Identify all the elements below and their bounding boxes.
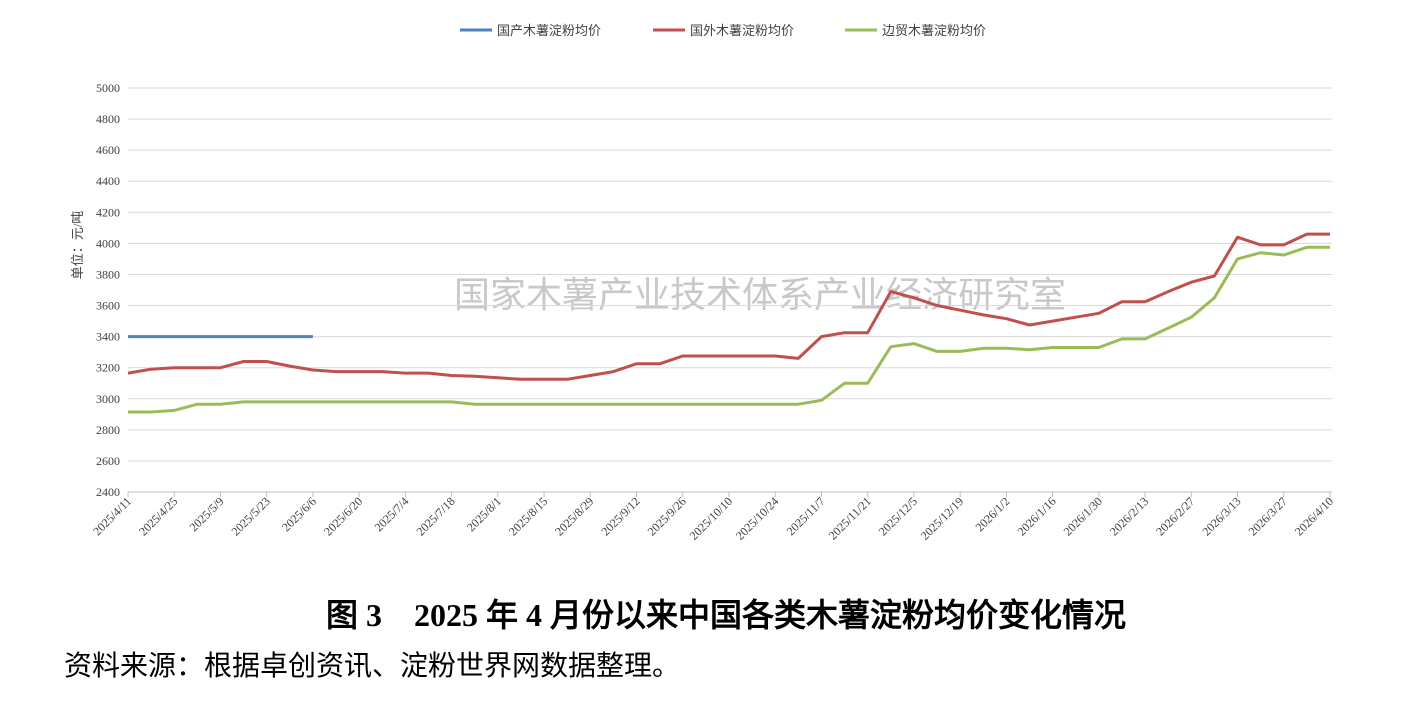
x-tick-label: 2026/2/13 — [1107, 494, 1151, 538]
x-tick-label: 2026/1/16 — [1014, 494, 1058, 538]
y-tick-label: 3800 — [96, 267, 120, 281]
y-axis-label: 单位：元/吨 — [70, 211, 85, 280]
y-tick-label: 4000 — [96, 236, 120, 250]
x-tick-label: 2025/8/29 — [552, 494, 596, 538]
legend-label: 边贸木薯淀粉均价 — [882, 23, 986, 38]
series-line — [127, 232, 1330, 381]
x-tick-label: 2025/10/24 — [733, 494, 782, 543]
x-tick-label: 2026/1/30 — [1061, 494, 1105, 538]
x-tick-label: 2025/5/9 — [187, 494, 227, 534]
x-tick-label: 2025/7/18 — [413, 494, 457, 538]
x-tick-label: 2025/4/11 — [90, 494, 134, 538]
x-tick-label: 2025/4/25 — [136, 494, 180, 538]
x-tick-label: 2025/6/6 — [279, 494, 319, 534]
x-tick-label: 2025/6/20 — [321, 494, 365, 538]
y-tick-label: 2600 — [96, 454, 120, 468]
x-tick-label: 2025/7/4 — [371, 494, 411, 534]
x-tick-label: 2025/9/26 — [645, 494, 689, 538]
y-tick-label: 3600 — [96, 299, 120, 313]
x-tick-label: 2025/10/10 — [687, 494, 736, 543]
y-tick-label: 4400 — [96, 174, 120, 188]
y-tick-label: 3200 — [96, 361, 120, 375]
y-tick-label: 4600 — [96, 143, 120, 157]
x-tick-label: 2026/3/27 — [1246, 494, 1290, 538]
y-tick-label: 4200 — [96, 205, 120, 219]
x-tick-label: 2025/5/23 — [228, 494, 272, 538]
y-tick-label: 3000 — [96, 392, 120, 406]
y-tick-label: 4800 — [96, 112, 120, 126]
x-tick-label: 2025/8/1 — [464, 494, 504, 534]
y-tick-label: 3400 — [96, 330, 120, 344]
y-tick-label: 2400 — [96, 485, 120, 499]
x-tick-label: 2025/8/15 — [506, 494, 550, 538]
series-line — [128, 245, 1330, 414]
watermark: 国家木薯产业技术体系产业经济研究室 — [454, 275, 1066, 315]
y-tick-label: 5000 — [96, 81, 120, 95]
x-tick-label: 2026/3/13 — [1199, 494, 1243, 538]
x-tick-label: 2026/2/27 — [1153, 494, 1197, 538]
legend-label: 国外木薯淀粉均价 — [690, 23, 794, 38]
legend-label: 国产木薯淀粉均价 — [497, 23, 601, 38]
x-tick-label: 2026/1/2 — [972, 494, 1012, 534]
y-tick-label: 2800 — [96, 423, 120, 437]
chart-title: 图 3 2025 年 4 月份以来中国各类木薯淀粉均价变化情况 — [326, 597, 1126, 633]
source-note: 资料来源：根据卓创资讯、淀粉世界网数据整理。 — [64, 650, 680, 682]
x-tick-label: 2026/4/10 — [1292, 494, 1336, 538]
x-tick-label: 2025/11/21 — [826, 494, 874, 542]
x-tick-label: 2025/11/7 — [784, 494, 828, 538]
x-tick-label: 2025/12/5 — [876, 494, 920, 538]
x-tick-label: 2025/12/19 — [918, 494, 967, 543]
x-tick-label: 2025/9/12 — [598, 494, 642, 538]
